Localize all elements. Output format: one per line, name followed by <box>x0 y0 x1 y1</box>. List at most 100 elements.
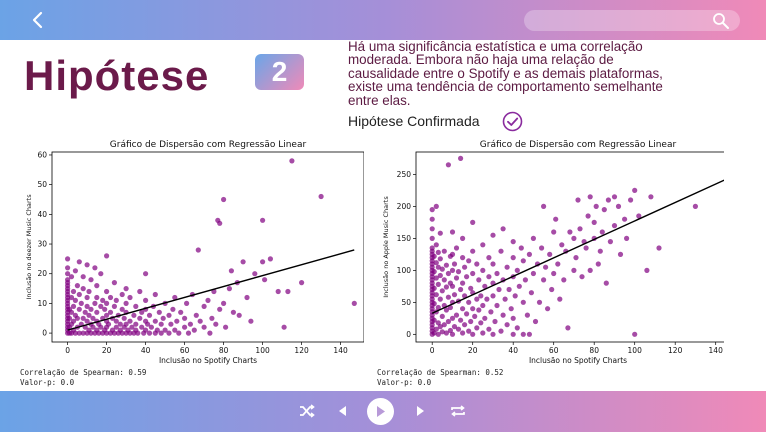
data-point <box>119 306 125 312</box>
play-button[interactable] <box>367 398 394 425</box>
data-point <box>453 245 460 251</box>
data-point <box>119 291 125 298</box>
data-point <box>470 331 476 337</box>
data-point <box>221 300 227 306</box>
data-point <box>65 271 71 277</box>
data-point <box>98 324 104 330</box>
data-point <box>470 248 476 254</box>
x-tick-label: 140 <box>709 346 724 355</box>
data-point <box>445 162 451 168</box>
data-point <box>500 312 506 318</box>
data-point <box>160 315 166 321</box>
data-point <box>226 286 232 292</box>
data-point <box>133 303 139 309</box>
data-point <box>145 321 151 327</box>
data-point <box>520 299 526 305</box>
data-point <box>541 203 547 209</box>
data-point <box>119 330 125 336</box>
data-point <box>528 290 534 296</box>
data-point <box>462 264 468 270</box>
data-point <box>460 255 466 261</box>
data-point <box>437 256 443 262</box>
data-point <box>530 235 536 241</box>
data-point <box>143 297 149 303</box>
x-tick-label: 60 <box>180 346 190 355</box>
play-icon <box>377 406 385 417</box>
data-point <box>478 320 484 326</box>
data-point <box>146 312 153 318</box>
shuffle-icon[interactable] <box>297 401 317 421</box>
data-point <box>113 324 119 330</box>
data-point <box>545 306 551 312</box>
data-point <box>553 216 559 222</box>
data-point <box>65 277 71 283</box>
data-point <box>437 230 443 236</box>
data-point <box>449 251 456 257</box>
data-point <box>139 324 145 330</box>
data-point <box>351 300 357 306</box>
data-point <box>94 294 100 301</box>
x-tick-label: 40 <box>141 346 151 355</box>
chevron-left-icon[interactable] <box>26 8 50 32</box>
data-point <box>508 306 514 312</box>
data-point <box>94 309 100 315</box>
data-point <box>84 318 90 324</box>
data-point <box>632 187 638 193</box>
data-point <box>480 302 486 309</box>
data-point <box>583 245 589 251</box>
data-point <box>104 312 110 318</box>
data-point <box>240 259 246 265</box>
data-point <box>86 288 92 295</box>
data-point <box>466 258 472 264</box>
data-point <box>591 219 597 225</box>
data-point <box>117 321 123 327</box>
data-point <box>460 235 466 241</box>
description-line: entre elas. <box>348 92 411 108</box>
data-point <box>648 194 654 200</box>
data-point <box>84 262 90 268</box>
data-point <box>492 318 498 325</box>
data-point <box>86 312 92 318</box>
data-point <box>541 277 547 283</box>
data-point <box>445 294 451 300</box>
x-tick-label: 0 <box>65 346 70 355</box>
data-point <box>601 207 607 213</box>
data-point <box>498 248 504 254</box>
data-point <box>72 297 78 303</box>
data-point <box>88 330 94 336</box>
data-point <box>74 315 80 321</box>
x-tick-label: 100 <box>255 346 270 355</box>
data-point <box>593 203 599 209</box>
data-point <box>482 283 488 289</box>
data-point <box>557 296 563 302</box>
data-point <box>135 330 141 336</box>
data-point <box>506 286 512 293</box>
data-point <box>172 327 178 333</box>
x-tick-label: 80 <box>219 346 229 355</box>
y-tick-label: 250 <box>397 170 412 179</box>
next-icon[interactable] <box>410 401 430 421</box>
data-point <box>111 303 117 309</box>
data-point <box>488 309 494 315</box>
stats-block-apple: Correlação de Spearman: 0.52 Valor-p: 0.… <box>377 368 503 388</box>
chart-svg: Gráfico de Dispersão com Regressão Linea… <box>25 140 365 365</box>
data-point <box>236 312 242 318</box>
data-point <box>617 251 624 257</box>
search-icon[interactable] <box>712 12 730 30</box>
data-point <box>102 306 108 312</box>
repeat-icon[interactable] <box>448 401 468 421</box>
data-point <box>522 277 528 283</box>
data-point <box>494 302 500 309</box>
data-point <box>644 267 650 273</box>
data-point <box>90 324 96 330</box>
data-point <box>524 312 530 318</box>
data-point <box>76 259 82 265</box>
data-point <box>449 229 456 235</box>
data-point <box>437 272 443 279</box>
search-input[interactable] <box>524 10 740 31</box>
previous-icon[interactable] <box>333 401 353 421</box>
data-point <box>127 330 133 336</box>
data-point <box>437 296 443 302</box>
data-point <box>443 307 449 313</box>
data-point <box>146 330 153 336</box>
